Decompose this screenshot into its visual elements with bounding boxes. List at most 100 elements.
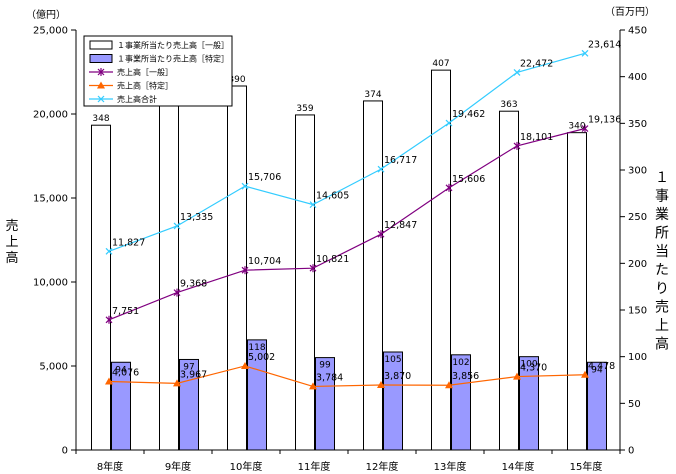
- point-marker-x: [309, 201, 317, 209]
- legend-swatch: [89, 40, 113, 50]
- x-tick-label: 15年度: [570, 460, 603, 473]
- line-data-label: 5,002: [248, 352, 275, 363]
- left-tick-label: 0: [62, 446, 68, 457]
- line-data-label: 11,827: [112, 237, 145, 248]
- line-data-label: 12,847: [384, 220, 417, 231]
- x-tick-label: 12年度: [366, 460, 399, 473]
- line-data-label: 19,462: [452, 109, 485, 120]
- left-tick-label: 15,000: [33, 194, 68, 205]
- bar-specific: [315, 357, 335, 451]
- right-tick-label: 0: [628, 446, 634, 457]
- point-marker-triangle: [97, 81, 105, 89]
- bar-data-label: 94: [115, 365, 127, 375]
- point-marker-x: [513, 69, 521, 76]
- right-tick-label: 150: [628, 306, 647, 317]
- axis-title-char: １: [655, 170, 669, 186]
- x-tick-label: 8年度: [97, 460, 123, 473]
- bar-data-label: 94: [591, 365, 603, 375]
- bar-general: [295, 114, 315, 451]
- line-data-label: 3,870: [384, 371, 411, 382]
- bar-specific: [587, 361, 607, 451]
- bar-data-label: 102: [452, 358, 469, 368]
- right-tick-label: 200: [628, 259, 647, 270]
- bar-data-label: 99: [319, 361, 331, 371]
- left-tick-label: 5,000: [39, 362, 68, 373]
- point-marker-triangle: [377, 380, 385, 388]
- point-marker-triangle: [241, 361, 249, 369]
- axis-title-char: た: [655, 263, 669, 279]
- legend-label: 売上高［特定］: [117, 81, 173, 91]
- bar-data-label: 348: [92, 114, 109, 124]
- legend: １事業所当たり売上高［一般］ １事業所当たり売上高［特定］ 売上高［一般］ 売上高［特…: [83, 35, 233, 107]
- axis-title-char: 売: [655, 300, 669, 316]
- point-marker-star: [581, 124, 589, 133]
- left-tick-label: 20,000: [33, 110, 68, 121]
- point-marker-x: [445, 119, 453, 127]
- lines: [105, 49, 589, 390]
- bar-data-label: 340: [568, 122, 585, 132]
- point-marker-star: [513, 141, 521, 150]
- bar-data-label: 390: [228, 75, 245, 85]
- right-tick-label: 450: [628, 26, 647, 37]
- bar-general: [159, 85, 179, 451]
- bar-data-label: 100: [520, 360, 537, 370]
- line-data-label: 10,821: [316, 254, 349, 265]
- axis-title-char: 上: [655, 318, 669, 334]
- axis-title-char: 業: [655, 207, 669, 223]
- line-data-label: 4,478: [588, 361, 615, 372]
- line-data-label: 3,967: [180, 369, 207, 380]
- marker-stroke: [241, 182, 249, 190]
- line-data-label: 14,605: [316, 191, 349, 202]
- point-marker-star: [97, 68, 105, 76]
- axis-title-char: 高: [5, 250, 18, 266]
- point-marker-triangle: [513, 372, 521, 380]
- right-tick-label: 100: [628, 352, 647, 363]
- line-data-label: 23,614: [588, 39, 621, 50]
- bar-data-label: 363: [500, 100, 517, 110]
- point-marker-star: [173, 288, 181, 297]
- marker-stroke: [309, 201, 317, 209]
- bar-general: [363, 100, 383, 451]
- series-line-2: [108, 127, 586, 321]
- right-axis-unit: （百万円）: [605, 6, 655, 18]
- bar-specific: [383, 351, 403, 451]
- legend-label: １事業所当たり売上高［一般］: [117, 40, 229, 50]
- line-data-label: 4,370: [520, 363, 547, 374]
- line-data-label: 16,717: [384, 155, 417, 166]
- axis-title-char: 事: [655, 189, 669, 205]
- point-marker-triangle: [309, 382, 317, 390]
- x-tick-label: 9年度: [165, 460, 191, 473]
- legend-label: 売上高合計: [117, 94, 157, 104]
- point-marker-triangle: [445, 381, 453, 389]
- bar-data-label: 97: [183, 362, 194, 372]
- marker-stroke: [173, 222, 181, 230]
- axes: 0 5,000 10,000 15,000 20,000 25,000 0 50 100 150 2…: [33, 26, 647, 474]
- series-line-4: [108, 52, 586, 252]
- line-data-label: 3,856: [452, 371, 479, 382]
- x-tick-label: 14年度: [502, 460, 535, 473]
- x-tick-label: 13年度: [434, 460, 467, 473]
- legend-label: 売上高［一般］: [117, 67, 173, 77]
- bars: [91, 69, 607, 451]
- axis-title-char: り: [655, 281, 669, 297]
- line-data-label: 3,784: [316, 372, 343, 383]
- marker-stroke: [513, 69, 521, 76]
- point-marker-x: [377, 165, 385, 173]
- bar-specific: [111, 361, 131, 451]
- bar-general: [91, 124, 111, 451]
- line-data-label: 19,136: [588, 115, 621, 126]
- point-marker-star: [309, 264, 317, 273]
- x-tick-label: 11年度: [298, 460, 331, 473]
- bar-data-label: 359: [296, 104, 313, 114]
- data-labels: 348 390 359 374 407 363 340 94 97 118 99 105 102 100 9…: [92, 39, 621, 383]
- bar-specific: [247, 339, 267, 451]
- axis-title-char: 当: [655, 244, 669, 260]
- point-marker-star: [377, 230, 385, 239]
- left-axis-title: 売上高: [5, 218, 18, 266]
- bar-data-label: 118: [248, 343, 265, 353]
- point-marker-triangle: [581, 370, 589, 378]
- line-data-label: 4,076: [112, 368, 139, 379]
- marker-stroke: [105, 247, 113, 255]
- marker-stroke: [97, 95, 105, 103]
- point-marker-star: [445, 183, 453, 192]
